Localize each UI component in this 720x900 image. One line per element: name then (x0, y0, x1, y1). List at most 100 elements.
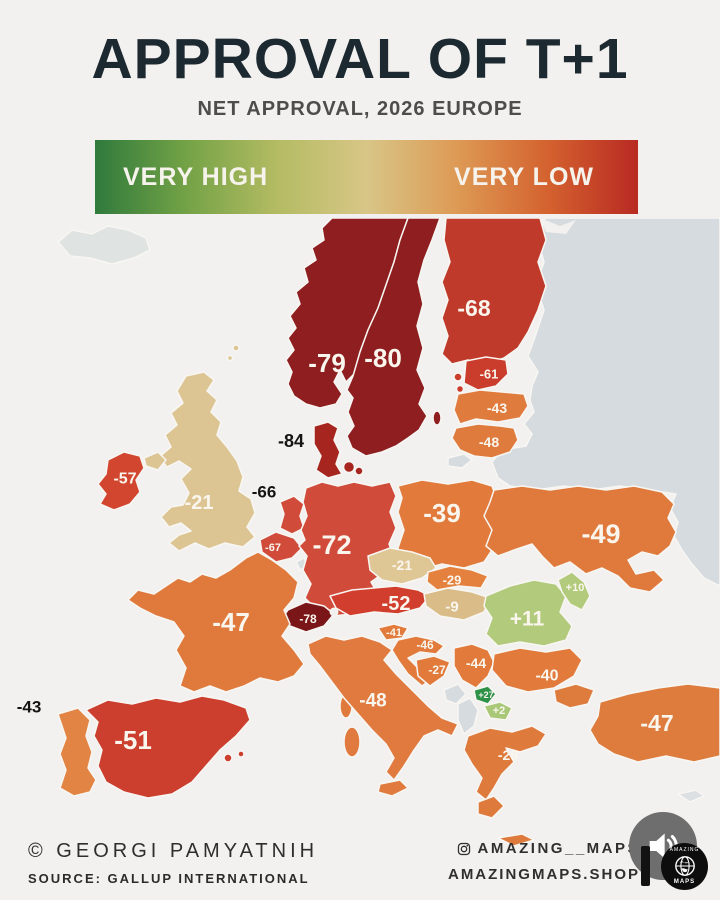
label-uk: -21 (185, 492, 214, 514)
label-lithuania: -48 (479, 434, 499, 450)
label-portugal: -43 (17, 698, 42, 717)
country-poland (397, 479, 499, 571)
label-germany: -72 (312, 530, 351, 560)
region-kaliningrad (447, 453, 473, 469)
region-turkish-thrace (553, 683, 595, 709)
globe-logo-icon (674, 855, 696, 877)
label-bulgaria: -40 (535, 668, 558, 685)
country-belgium (259, 531, 303, 563)
island-menorca (237, 750, 245, 758)
island-mallorca (223, 753, 233, 763)
country-kosovo (473, 685, 497, 705)
label-ireland: -57 (113, 471, 136, 488)
country-bosnia (415, 655, 451, 687)
legend-left-label: VERY HIGH (123, 162, 269, 191)
credits-block: © GEORGI PAMYATNIH SOURCE: GALLUP INTERN… (28, 840, 318, 886)
island-funen (354, 466, 364, 476)
country-turkey (589, 683, 720, 763)
instagram-icon (457, 842, 471, 856)
region-montenegro (443, 683, 467, 705)
country-slovakia (426, 565, 489, 591)
country-estonia (463, 356, 509, 391)
country-serbia (453, 643, 495, 689)
logo-text-top: AMAZING (669, 847, 700, 853)
country-greece (463, 725, 547, 801)
label-estonia: -61 (480, 367, 499, 382)
amazing-maps-logo: AMAZING MAPS (661, 843, 708, 890)
white-sea (540, 218, 576, 234)
label-finland: -68 (457, 295, 490, 321)
label-czechia: -21 (392, 557, 412, 573)
instagram-handle: AMAZING__MAPS (477, 840, 640, 857)
label-bosnia: -27 (428, 663, 446, 677)
label-romania: +11 (510, 608, 545, 631)
island-saaremaa (453, 372, 463, 382)
island-sicily (377, 779, 409, 797)
region-albania (457, 697, 479, 735)
label-austria: -52 (382, 593, 411, 615)
country-netherlands (279, 495, 305, 535)
label-macedonia: +2 (493, 705, 506, 717)
country-bulgaria (491, 647, 583, 693)
label-slovakia: -29 (443, 573, 462, 588)
logo-text-bottom: MAPS (673, 879, 696, 885)
data-source: SOURCE: GALLUP INTERNATIONAL (28, 871, 310, 886)
shop-url: AMAZINGMAPS.SHOP (447, 866, 640, 883)
page-subtitle: NET APPROVAL, 2026 EUROPE (197, 98, 523, 120)
country-finland (441, 218, 547, 365)
page-title: APPROVAL OF T+1 (91, 27, 629, 91)
label-croatia: -46 (416, 638, 434, 652)
country-romania (483, 579, 573, 647)
label-hungary: -9 (445, 599, 458, 616)
country-uk (158, 371, 256, 552)
author-credit: © GEORGI PAMYATNIH (28, 840, 319, 862)
region-peloponnese (477, 795, 505, 819)
country-portugal (57, 707, 97, 797)
island-zealand (342, 460, 356, 474)
region-russia-belarus (491, 218, 720, 587)
label-moldova: +10 (566, 582, 585, 594)
country-denmark (313, 421, 343, 479)
island-shetland (232, 344, 240, 352)
country-ukraine (483, 485, 677, 593)
country-france (127, 551, 305, 693)
country-slovenia (377, 623, 409, 641)
country-hungary (423, 587, 491, 621)
region-cyprus (677, 789, 705, 803)
country-spain (85, 695, 251, 799)
volume-bar (641, 846, 650, 886)
country-latvia (453, 389, 529, 425)
label-france: -47 (212, 607, 250, 637)
label-latvia: -43 (487, 400, 507, 416)
label-greece: -29 (498, 747, 518, 763)
country-ireland (97, 451, 145, 511)
country-croatia (391, 635, 445, 687)
label-kosovo: +27 (478, 690, 493, 700)
legend-right-label: VERY LOW (454, 162, 594, 191)
label-sweden: -80 (364, 343, 402, 373)
country-sweden (346, 218, 441, 457)
island-gotland (432, 410, 442, 426)
label-serbia: -44 (466, 655, 486, 671)
country-lithuania (451, 423, 519, 459)
country-moldova (557, 571, 591, 611)
label-slovenia: -41 (386, 627, 402, 639)
legend-gradient: VERY HIGH VERY LOW (95, 140, 638, 214)
region-northern-ireland (143, 451, 167, 471)
island-sardinia (343, 726, 361, 758)
label-belgium: -67 (265, 542, 281, 554)
label-ukraine: -49 (581, 519, 620, 549)
label-netherlands: -66 (252, 483, 277, 502)
label-poland: -39 (423, 498, 461, 528)
label-norway: -79 (308, 348, 346, 378)
island-orkney (226, 354, 234, 362)
island-hiiumaa (455, 384, 465, 394)
country-italy (307, 635, 459, 781)
island-crete (497, 833, 535, 847)
liechtenstein-dot (329, 607, 339, 617)
europe-map: -79 -80 -84 -68 -61 -43 -48 -57 -21 -66 … (17, 218, 720, 847)
label-denmark: -84 (278, 431, 304, 451)
country-macedonia (483, 701, 513, 721)
region-iceland (57, 225, 151, 265)
label-switzerland: -78 (299, 612, 317, 626)
